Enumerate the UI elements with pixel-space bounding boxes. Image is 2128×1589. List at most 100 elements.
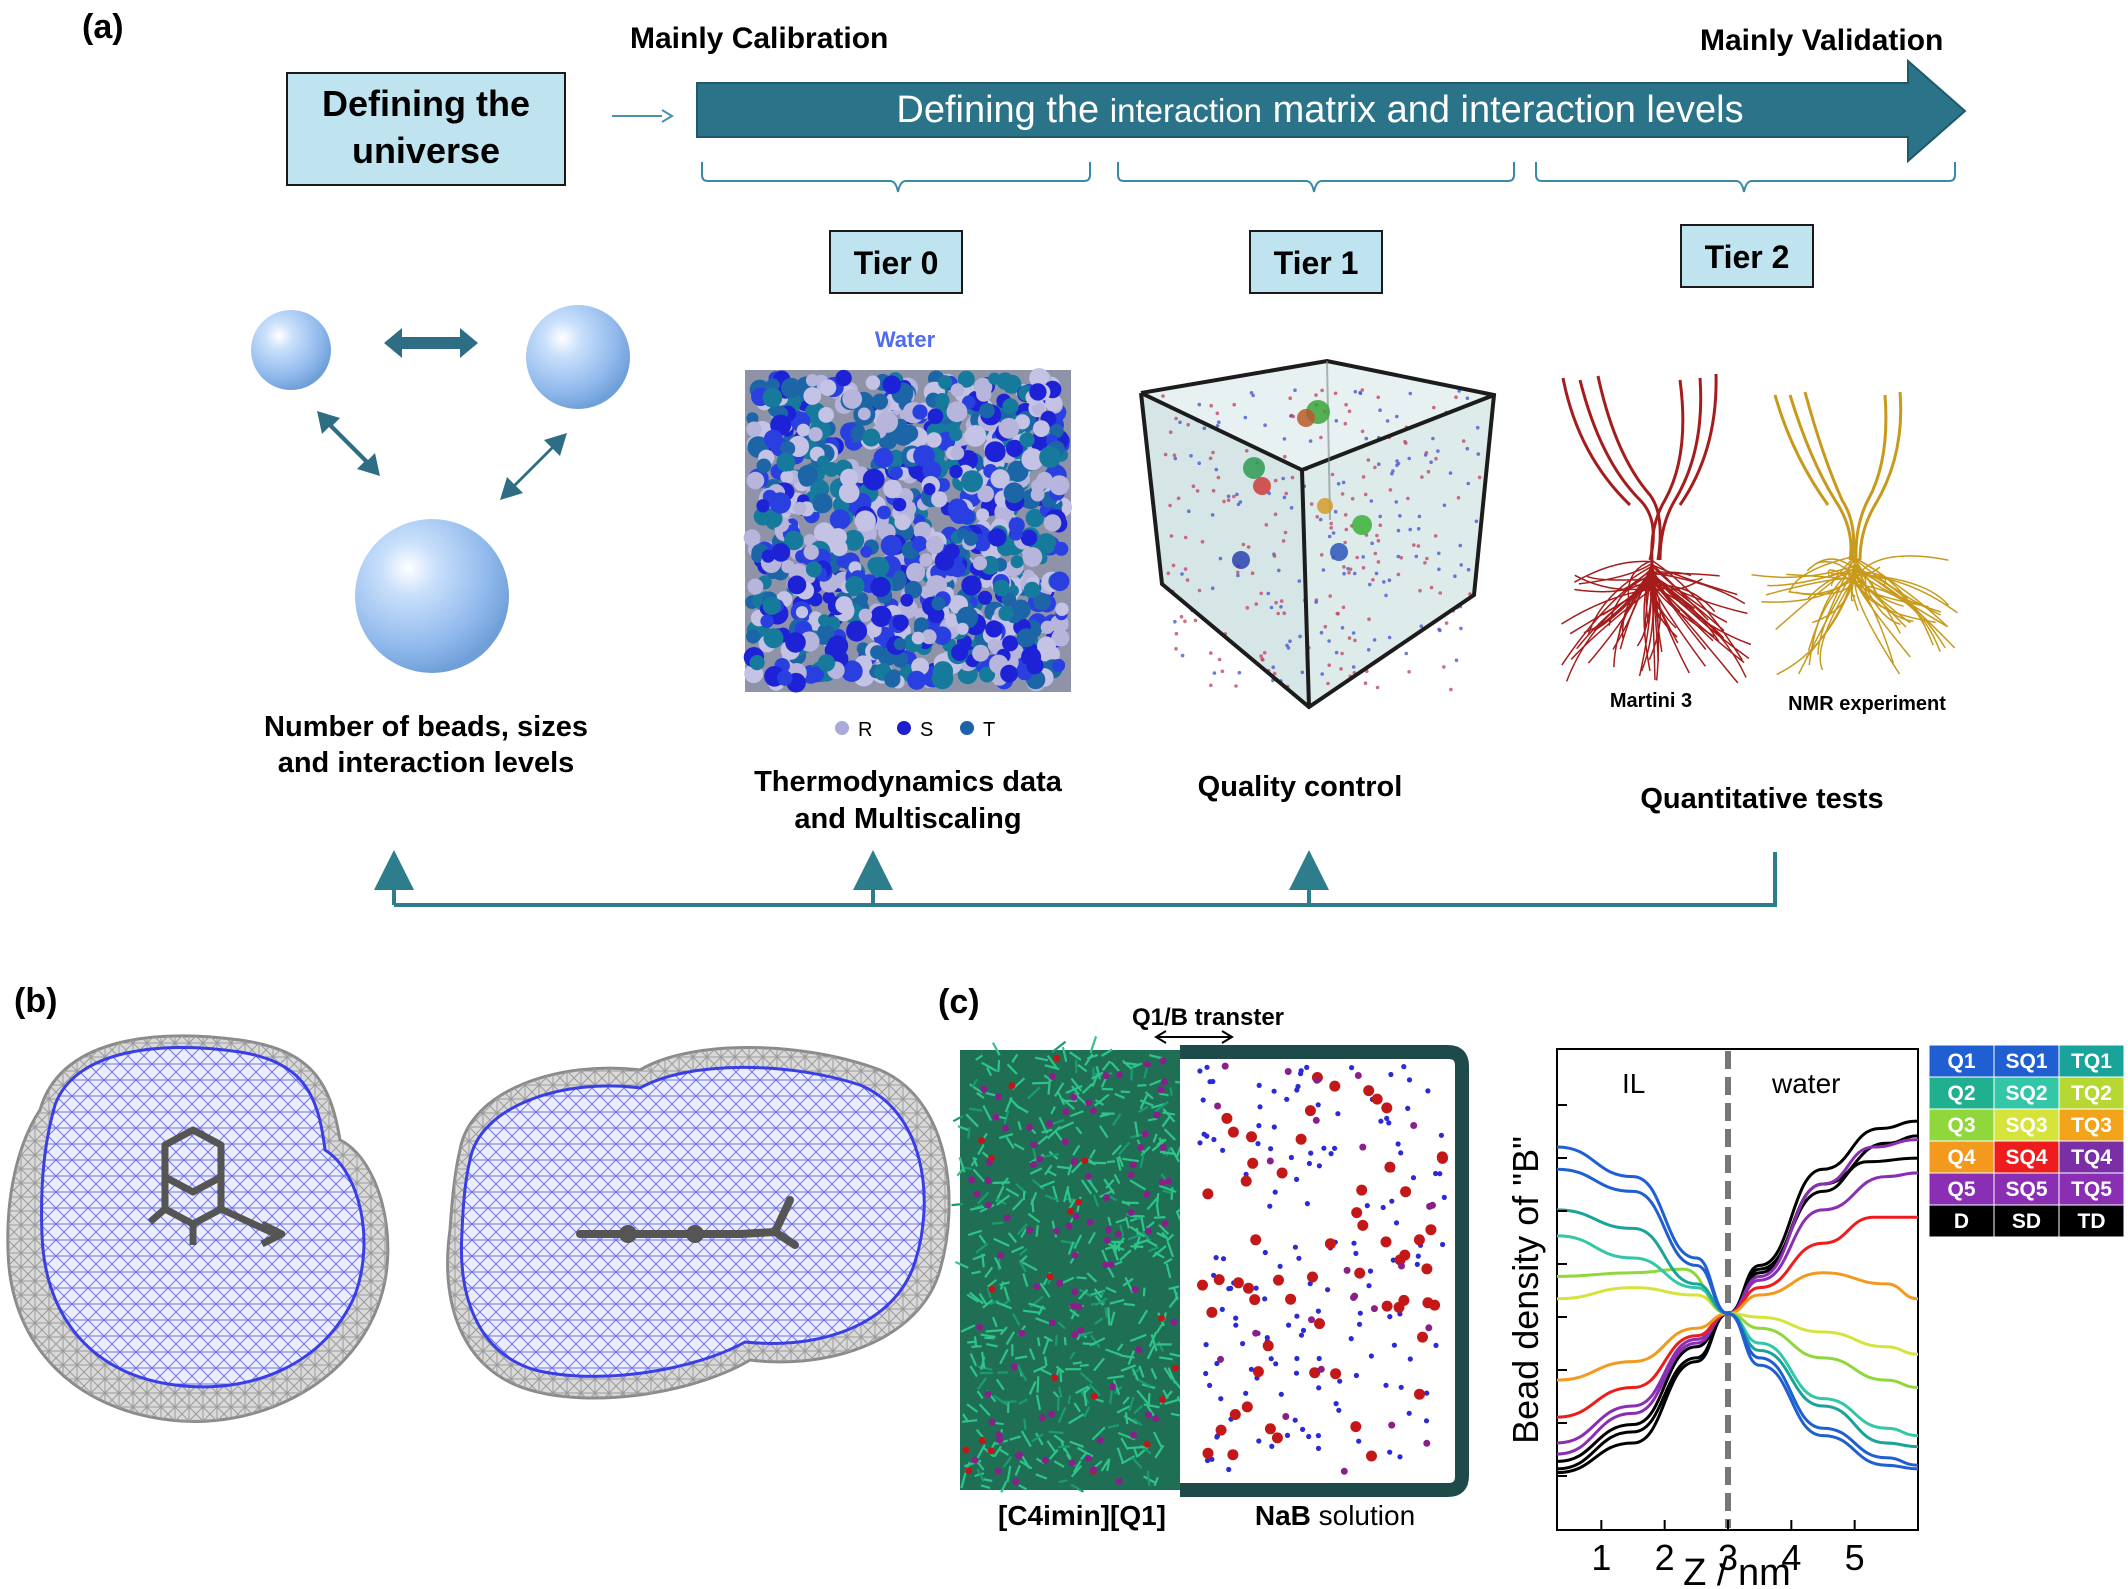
il-fiber: [962, 1166, 973, 1170]
ion-dot: [1390, 471, 1394, 476]
ion-dot: [1416, 527, 1421, 531]
il-fiber: [1159, 1150, 1176, 1156]
ion-dot: [1291, 414, 1296, 419]
water-bead: [857, 407, 871, 421]
sodium-ion: [1203, 1342, 1209, 1348]
il-fiber: [1109, 1311, 1116, 1326]
sodium-ion: [1226, 1286, 1232, 1292]
il-fiber: [971, 1078, 979, 1088]
sodium-ion: [1415, 1253, 1421, 1259]
water-bead: [812, 493, 833, 514]
il-fiber: [981, 1253, 985, 1268]
sodium-ion: [1267, 1203, 1273, 1209]
water-bead: [996, 372, 1014, 390]
sodium-ion: [1296, 1255, 1302, 1261]
il-fiber: [1124, 1216, 1131, 1229]
x-tick-label: 3: [1718, 1537, 1738, 1578]
ion-dot: [1342, 571, 1346, 576]
il-ion: [976, 1323, 984, 1331]
ion-dot: [1264, 523, 1269, 527]
bead-table-label: SQ2: [2005, 1082, 2047, 1105]
il-ion: [1010, 1363, 1018, 1371]
il-fiber: [1083, 1406, 1091, 1418]
il-ion: [978, 1436, 986, 1444]
il-fiber: [1000, 1480, 1008, 1493]
il-fiber: [1100, 1458, 1111, 1472]
water-bead: [823, 462, 839, 477]
ion-dot: [1412, 543, 1416, 547]
martini-strand: [1578, 562, 1653, 585]
il-fiber: [1022, 1261, 1038, 1272]
sodium-ion: [1325, 1287, 1331, 1293]
il-fiber: [1093, 1460, 1103, 1469]
il-fiber: [1124, 1412, 1129, 1425]
il-ion: [1061, 1138, 1069, 1146]
il-fiber: [1014, 1464, 1021, 1477]
il-fiber: [1046, 1054, 1058, 1069]
water-bead: [949, 464, 963, 479]
ion-dot: [1384, 593, 1388, 598]
nmr-strand: [1854, 581, 1901, 675]
sodium-ion: [1218, 1396, 1224, 1402]
ion-dot: [1423, 561, 1427, 565]
il-fiber: [1033, 1365, 1047, 1373]
sodium-ion: [1437, 1171, 1443, 1177]
ion-dot: [1395, 463, 1399, 468]
water-bead: [963, 531, 978, 546]
ion-dot: [1193, 618, 1198, 623]
ion-dot: [1208, 456, 1213, 461]
b-bead: [1366, 1450, 1377, 1462]
il-ion: [1008, 1082, 1016, 1090]
water-bead: [926, 432, 942, 448]
water-bead: [1030, 487, 1045, 502]
ion-dot: [1246, 545, 1251, 549]
il-fiber: [986, 1067, 993, 1077]
martini-strand: [1583, 569, 1653, 634]
il-fiber: [1133, 1448, 1139, 1458]
water-bead: [931, 667, 954, 690]
il-fiber: [1112, 1379, 1121, 1396]
il-fiber: [1131, 1368, 1140, 1381]
ion-dot: [1283, 454, 1287, 459]
sodium-ion: [1406, 1410, 1412, 1416]
ion-dot: [1466, 481, 1471, 486]
water-bead: [870, 645, 885, 660]
universe-box-line2: universe: [352, 130, 500, 171]
martini-strand: [1651, 577, 1714, 642]
b-bead: [1417, 1331, 1428, 1343]
ion-dot: [1271, 665, 1275, 669]
il-fiber: [1076, 1276, 1087, 1280]
ion-dot: [1351, 665, 1356, 669]
bead-table-label: TD: [2078, 1210, 2106, 1233]
transfer-double-arrow: [1154, 1030, 1234, 1044]
il-fiber: [1149, 1079, 1162, 1087]
bead-table-label: TQ4: [2071, 1146, 2112, 1169]
il-ion: [1048, 1072, 1056, 1080]
il-fiber: [1123, 1302, 1136, 1307]
bead-table-cell: [1993, 1076, 2060, 1110]
ion-dot: [1226, 498, 1231, 503]
martini-strand: [1651, 575, 1725, 632]
b-bead: [1413, 1234, 1425, 1246]
mainly-calibration-header: Mainly Calibration: [630, 22, 888, 55]
il-ion: [1045, 1120, 1053, 1128]
water-bead: [988, 372, 1001, 385]
ion-dot: [1273, 512, 1278, 517]
il-fiber: [1172, 1287, 1179, 1300]
ion-dot: [1344, 527, 1349, 532]
il-fiber: [1156, 1138, 1165, 1147]
il-fiber: [1112, 1113, 1122, 1126]
il-ion: [1069, 1302, 1077, 1310]
ion-dot: [1249, 391, 1254, 395]
il-fiber: [1005, 1136, 1015, 1149]
ion-dot: [1293, 388, 1297, 393]
ion-dot: [1331, 531, 1336, 535]
il-fiber: [1111, 1144, 1123, 1156]
il-fiber: [971, 1270, 981, 1275]
x-tick-label: 1: [1591, 1537, 1611, 1578]
il-ion: [1143, 1060, 1151, 1068]
nmr-strand: [1850, 577, 1856, 597]
il-fiber: [975, 1242, 989, 1254]
il-fiber: [1070, 1077, 1083, 1092]
bead-type-color-table: Q1 SQ1 TQ1 Q2 SQ2 TQ2 Q3 SQ3 TQ3 Q4 SQ4 TQ4 Q5 SQ5 TQ5…: [1928, 1044, 2125, 1238]
